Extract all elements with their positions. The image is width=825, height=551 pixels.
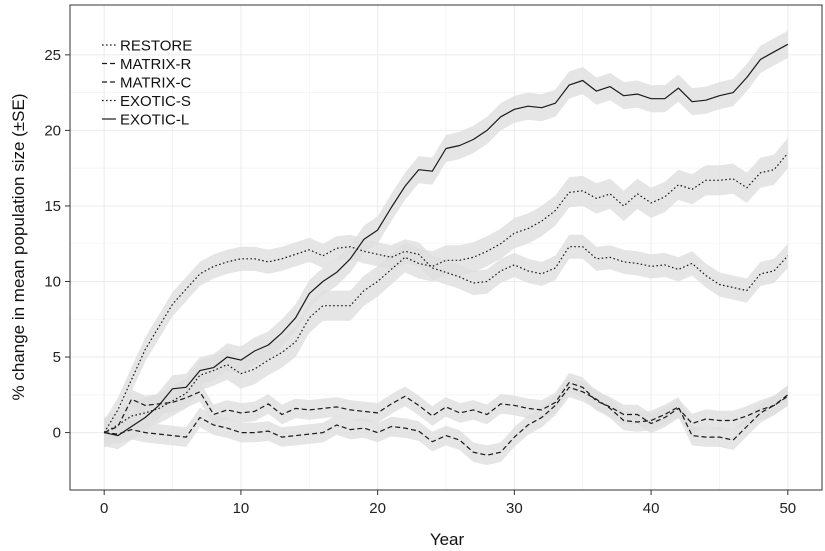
legend-label-restore: RESTORE — [120, 38, 192, 55]
series-line-exotic-l — [104, 43, 789, 437]
y-tick-label: 25 — [44, 47, 61, 64]
x-axis-title: Year — [430, 530, 465, 549]
x-tick-label: 30 — [506, 500, 523, 517]
plot-border — [69, 4, 823, 491]
legend-label-exotic-s: EXOTIC-S — [120, 93, 191, 110]
y-tick-label: 5 — [53, 349, 61, 366]
y-tick-label: 15 — [44, 198, 61, 215]
y-tick-label: 20 — [44, 122, 61, 139]
series-line-matrix-c — [104, 386, 789, 456]
se-band-exotic-s — [104, 138, 788, 448]
axes: 0 10 20 30 40 50 0 5 10 15 20 25 — [44, 4, 823, 517]
legend-label-matrix-c: MATRIX-C — [120, 75, 192, 92]
x-tick-label: 40 — [643, 500, 660, 517]
x-tick-label: 10 — [233, 500, 250, 517]
se-band-restore — [104, 234, 788, 445]
y-tick-label: 0 — [53, 425, 61, 442]
se-bands — [104, 30, 788, 466]
x-tick-label: 0 — [100, 500, 108, 517]
se-band-exotic-l — [104, 30, 788, 450]
x-tick-label: 20 — [369, 500, 386, 517]
legend-label-exotic-l: EXOTIC-L — [120, 112, 189, 129]
y-axis-title: % change in mean population size (±SE) — [9, 93, 28, 400]
y-tick-label: 10 — [44, 273, 61, 290]
series-lines — [103, 43, 789, 456]
series-line-matrix-r — [103, 382, 789, 434]
x-tick-label: 50 — [779, 500, 796, 517]
se-band-matrix-r — [104, 372, 788, 443]
legend-label-matrix-r: MATRIX-R — [120, 56, 192, 73]
se-band-matrix-c — [104, 377, 788, 466]
